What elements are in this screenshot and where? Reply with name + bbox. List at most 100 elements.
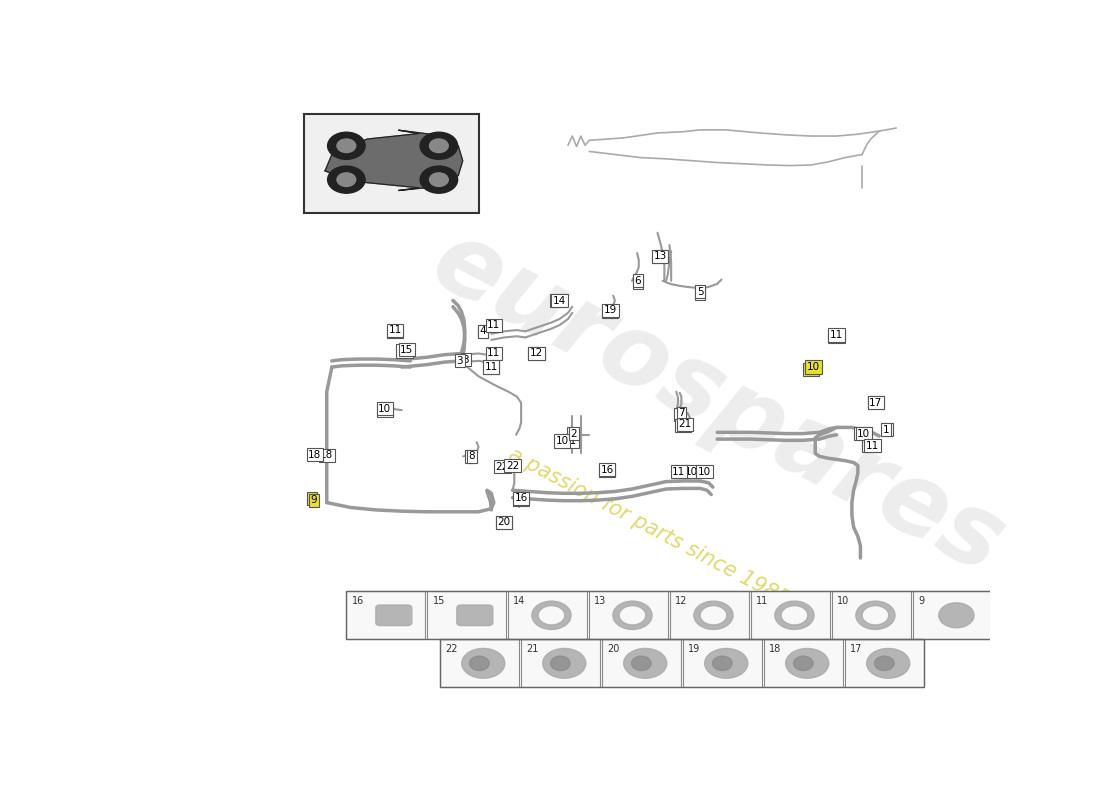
Text: 11: 11	[829, 331, 844, 342]
Text: 10: 10	[856, 429, 869, 438]
Bar	[764, 639, 843, 687]
Bar	[602, 639, 681, 687]
Text: 6: 6	[635, 277, 641, 287]
Ellipse shape	[938, 602, 975, 628]
Text: 9: 9	[918, 595, 924, 606]
Bar	[508, 591, 586, 639]
Circle shape	[337, 173, 355, 186]
Ellipse shape	[867, 649, 910, 678]
Text: 3: 3	[462, 354, 469, 365]
Text: 8: 8	[469, 451, 475, 462]
Ellipse shape	[462, 649, 505, 678]
Circle shape	[328, 166, 365, 194]
Circle shape	[420, 132, 458, 159]
Text: 18: 18	[320, 450, 333, 460]
Text: 2: 2	[569, 429, 575, 438]
Ellipse shape	[785, 649, 828, 678]
Text: 11: 11	[485, 362, 498, 372]
Text: 11: 11	[672, 466, 685, 477]
Text: 2: 2	[571, 429, 578, 438]
Bar	[833, 591, 911, 639]
Text: 9: 9	[310, 495, 317, 505]
Text: 20: 20	[607, 644, 619, 654]
Text: 21: 21	[526, 644, 539, 654]
Text: 5: 5	[696, 287, 704, 297]
Text: 11: 11	[388, 326, 401, 336]
Text: 15: 15	[400, 345, 414, 354]
Ellipse shape	[550, 656, 570, 670]
Text: 11: 11	[564, 436, 578, 446]
Text: 18: 18	[308, 450, 321, 459]
Text: 22: 22	[506, 461, 519, 470]
Text: 10: 10	[837, 595, 849, 606]
Text: 7: 7	[678, 408, 684, 418]
Text: 19: 19	[689, 644, 701, 654]
Bar	[683, 639, 761, 687]
Bar	[521, 639, 600, 687]
Text: 19: 19	[603, 306, 616, 317]
Circle shape	[337, 139, 355, 153]
Text: 10: 10	[685, 466, 698, 477]
Text: 17: 17	[869, 398, 882, 408]
Bar	[427, 591, 506, 639]
Bar	[590, 591, 668, 639]
Circle shape	[420, 166, 458, 194]
FancyBboxPatch shape	[456, 605, 493, 626]
Text: 12: 12	[675, 595, 688, 606]
Text: 11: 11	[487, 320, 500, 330]
Text: 13: 13	[594, 595, 607, 606]
Bar	[751, 591, 829, 639]
Text: 20: 20	[497, 518, 510, 527]
Bar	[845, 639, 924, 687]
Ellipse shape	[793, 656, 813, 670]
Ellipse shape	[542, 649, 586, 678]
Bar	[346, 591, 992, 639]
Bar	[440, 639, 924, 687]
Text: 12: 12	[530, 349, 543, 358]
Text: 11: 11	[388, 325, 401, 335]
Bar	[346, 591, 425, 639]
Text: 14: 14	[552, 295, 565, 306]
Circle shape	[429, 173, 448, 186]
Text: 11: 11	[487, 349, 500, 358]
Circle shape	[328, 132, 365, 159]
Text: 4: 4	[480, 326, 486, 336]
Text: 9: 9	[309, 494, 316, 504]
Text: 16: 16	[601, 465, 614, 475]
Text: 11: 11	[674, 466, 688, 477]
Text: 22: 22	[496, 462, 509, 472]
Text: 3: 3	[456, 356, 463, 366]
Text: 12: 12	[530, 349, 543, 358]
Ellipse shape	[631, 656, 651, 670]
Text: 19: 19	[604, 306, 617, 315]
Text: 21: 21	[676, 421, 690, 430]
Text: 17: 17	[850, 644, 862, 654]
Text: 17: 17	[869, 398, 882, 408]
Ellipse shape	[713, 656, 733, 670]
Text: 11: 11	[829, 330, 844, 340]
Text: 15: 15	[398, 346, 411, 356]
Bar	[913, 591, 992, 639]
Text: 8: 8	[466, 451, 473, 462]
Text: 16: 16	[601, 466, 614, 475]
Text: a passion for parts since 1985: a passion for parts since 1985	[505, 445, 793, 610]
Text: 1: 1	[882, 425, 889, 435]
Text: 10: 10	[378, 404, 392, 414]
Ellipse shape	[470, 656, 490, 670]
Text: 10: 10	[857, 429, 870, 438]
Text: 10: 10	[378, 405, 392, 415]
Text: 13: 13	[653, 251, 667, 261]
Text: 13: 13	[653, 251, 667, 261]
Text: 6: 6	[635, 276, 641, 286]
Bar	[670, 591, 749, 639]
Text: 22: 22	[446, 644, 458, 654]
Text: 7: 7	[675, 410, 682, 419]
Text: 10: 10	[697, 466, 711, 477]
FancyBboxPatch shape	[376, 605, 411, 626]
Text: 20: 20	[497, 518, 510, 527]
Text: 16: 16	[515, 494, 528, 503]
Text: 11: 11	[864, 441, 878, 451]
Text: 21: 21	[679, 419, 692, 430]
Text: 11: 11	[866, 441, 879, 451]
Text: 18: 18	[769, 644, 781, 654]
